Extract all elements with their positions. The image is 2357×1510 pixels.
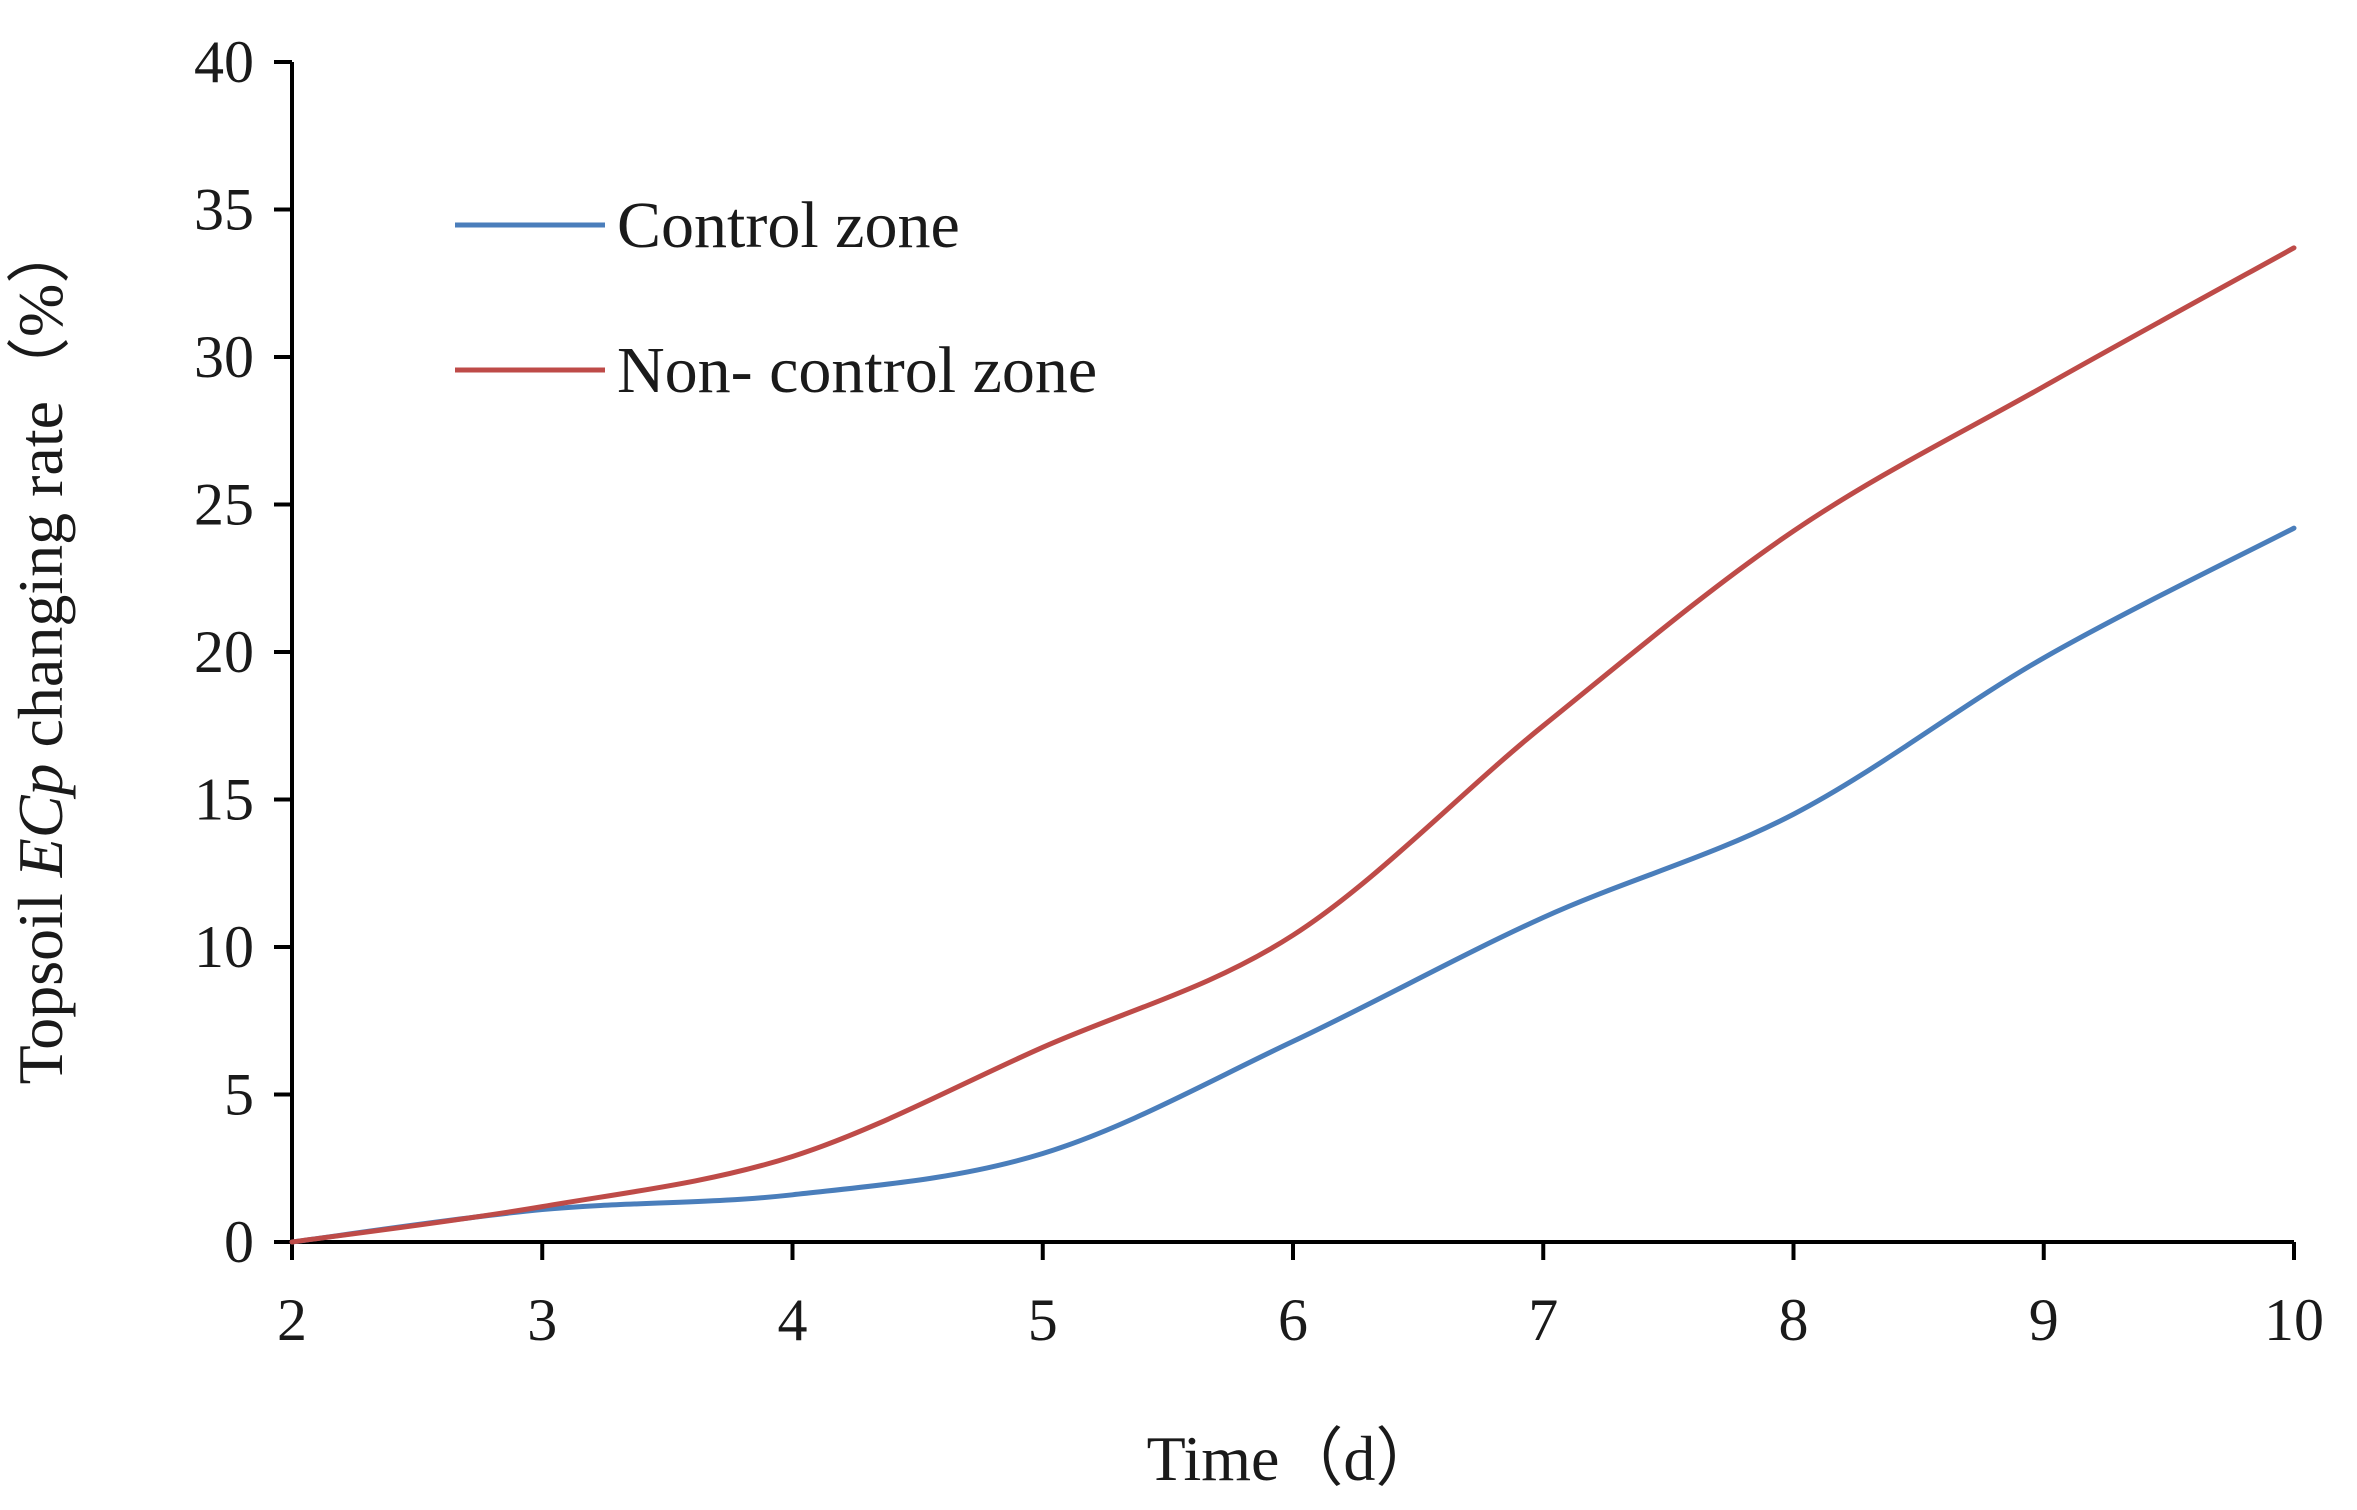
y-tick-label: 10 [194,914,254,980]
y-tick-label: 35 [194,177,254,243]
x-tick-label: 4 [778,1287,808,1353]
y-tick-label: 30 [194,324,254,390]
x-tick-label: 7 [1528,1287,1558,1353]
y-tick-label: 15 [194,767,254,833]
y-tick-label: 25 [194,472,254,538]
y-axis-title: Topsoil ECp changing rate（%） [5,220,76,1085]
x-axis-title: Time（d） [1147,1423,1440,1494]
x-tick-label: 8 [1779,1287,1809,1353]
legend-label-1: Control zone [617,189,960,262]
y-axis-title-part-1: Topsoil [5,877,76,1084]
x-tick-label: 3 [527,1287,557,1353]
y-axis-ticks: 0 5 10 15 20 25 30 35 40 [194,29,292,1275]
legend: Control zone Non- control zone [455,189,1097,407]
y-axis-title-part-2: ECp [5,763,76,878]
y-axis-title-part-3: changing rate（%） [5,220,76,764]
x-tick-label: 9 [2029,1287,2059,1353]
series-line-2 [289,245,2297,1245]
y-tick-label: 40 [194,29,254,95]
y-tick-label: 5 [224,1062,254,1128]
legend-label-2: Non- control zone [617,334,1097,407]
x-axis-ticks: 2 3 4 5 6 7 8 9 10 [277,1242,2324,1353]
y-tick-label: 20 [194,619,254,685]
x-tick-label: 10 [2264,1287,2324,1353]
series-line-1 [289,525,2297,1245]
x-tick-label: 2 [277,1287,307,1353]
x-tick-label: 6 [1278,1287,1308,1353]
series-group [289,245,2297,1245]
y-tick-label: 0 [224,1209,254,1275]
x-tick-label: 5 [1028,1287,1058,1353]
